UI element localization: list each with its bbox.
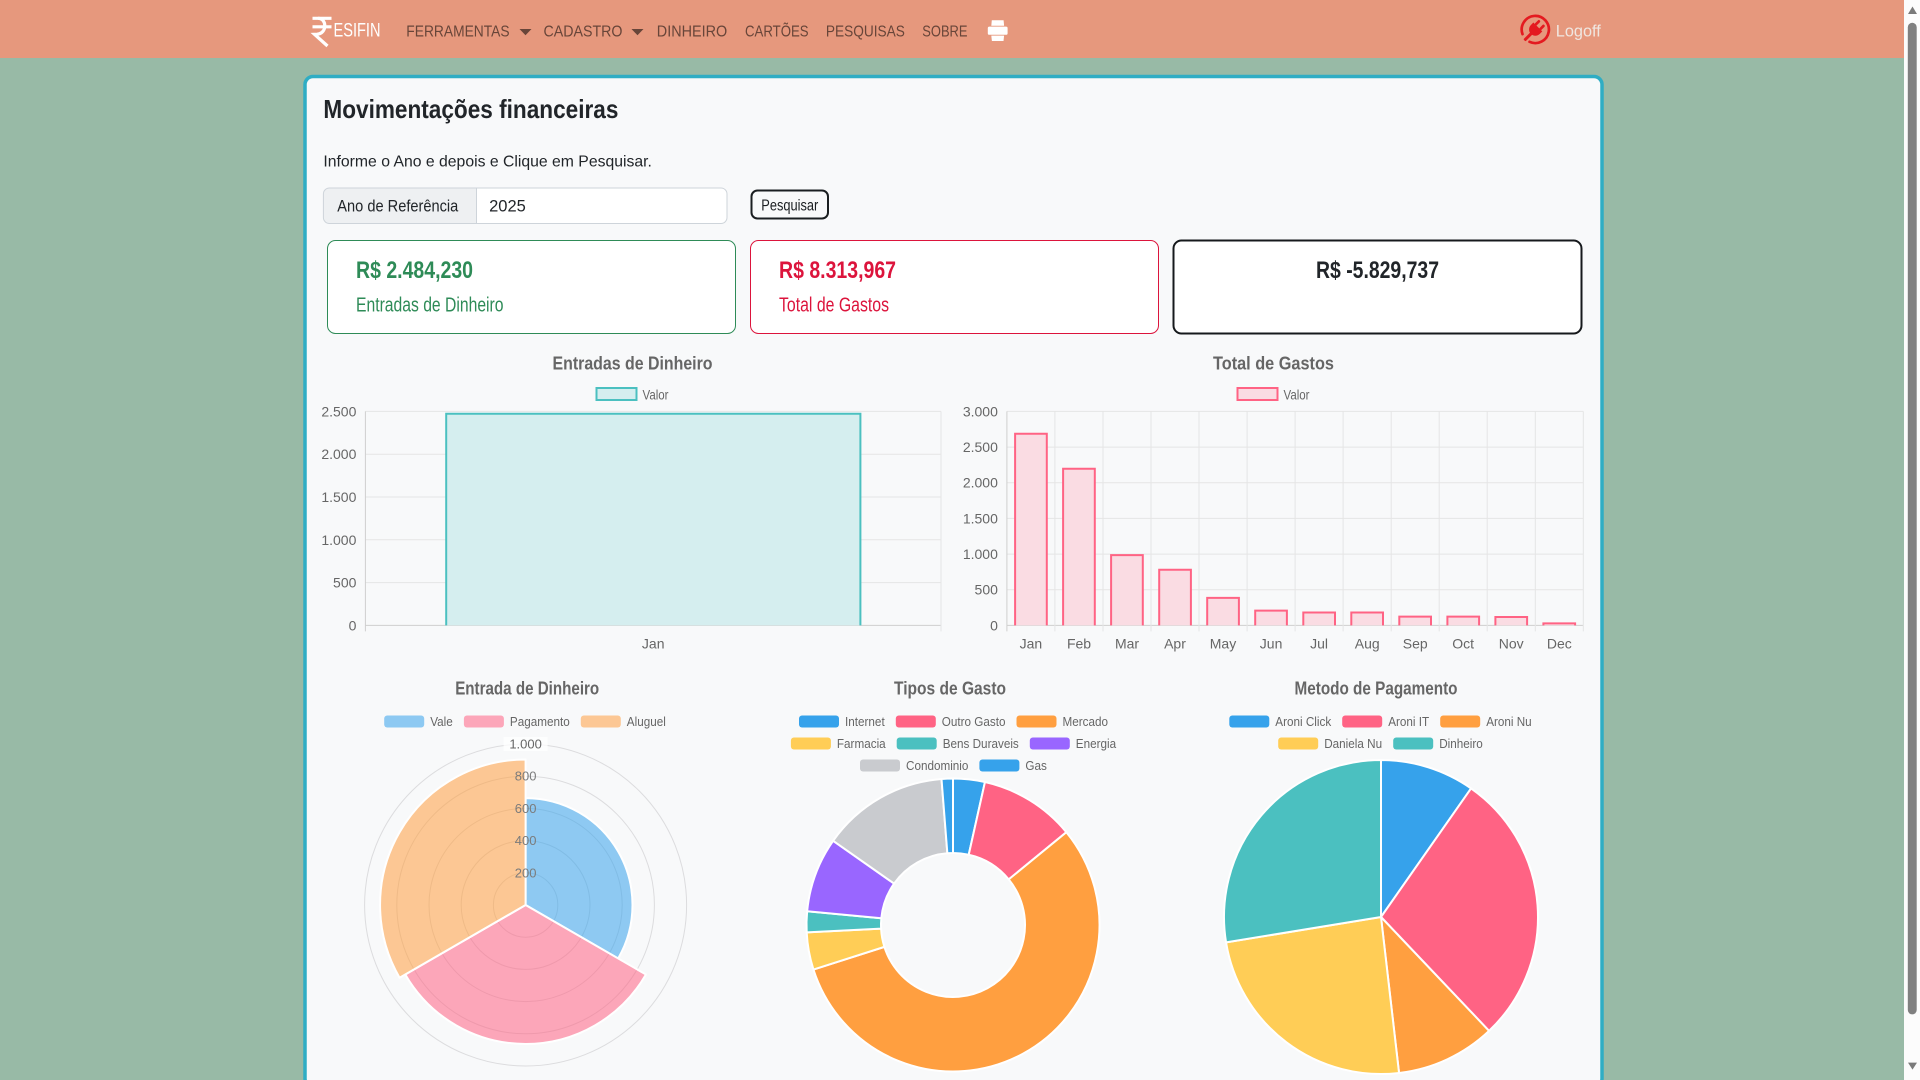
svg-text:500: 500 [333, 575, 357, 591]
svg-text:3.000: 3.000 [963, 403, 998, 419]
svg-text:Metodo de Pagamento: Metodo de Pagamento [1295, 679, 1458, 699]
svg-text:Feb: Feb [1067, 636, 1091, 652]
svg-text:2.500: 2.500 [321, 403, 356, 419]
svg-text:Jan: Jan [1020, 636, 1043, 652]
svg-text:600: 600 [515, 801, 537, 816]
svg-text:Aug: Aug [1355, 636, 1380, 652]
svg-text:Valor: Valor [643, 387, 669, 403]
svg-text:Sep: Sep [1403, 636, 1428, 652]
svg-text:May: May [1210, 636, 1236, 652]
svg-text:0: 0 [990, 617, 998, 633]
svg-text:Entrada de Dinheiro: Entrada de Dinheiro [455, 679, 599, 699]
svg-text:CARTÕES: CARTÕES [745, 21, 809, 41]
svg-text:Dec: Dec [1547, 636, 1572, 652]
svg-text:Farmacia: Farmacia [837, 736, 886, 751]
svg-text:Mercado: Mercado [1063, 714, 1109, 729]
svg-text:Jul: Jul [1310, 636, 1328, 652]
svg-text:Pagamento: Pagamento [510, 714, 570, 729]
svg-text:Informe o Ano e depois e Cliqu: Informe o Ano e depois e Clique em Pesqu… [323, 153, 652, 170]
svg-text:1.500: 1.500 [963, 510, 998, 526]
svg-text:Nov: Nov [1499, 636, 1524, 652]
svg-text:2.000: 2.000 [963, 475, 998, 491]
svg-text:500: 500 [975, 582, 999, 598]
svg-text:Total de Gastos: Total de Gastos [779, 294, 889, 317]
svg-text:Internet: Internet [845, 714, 885, 729]
svg-text:Condominio: Condominio [906, 758, 968, 773]
svg-text:2025: 2025 [489, 198, 526, 216]
svg-text:R$ 8.313,967: R$ 8.313,967 [779, 257, 896, 284]
svg-text:Total de Gastos: Total de Gastos [1213, 354, 1334, 374]
svg-text:Aroni Nu: Aroni Nu [1486, 714, 1532, 729]
svg-text:2.500: 2.500 [963, 439, 998, 455]
svg-text:Aluguel: Aluguel [627, 714, 666, 729]
svg-text:CADASTRO: CADASTRO [544, 24, 623, 41]
svg-text:Valor: Valor [1284, 387, 1310, 403]
svg-text:Aroni IT: Aroni IT [1388, 714, 1429, 729]
svg-text:1.000: 1.000 [321, 532, 356, 548]
svg-text:ESIFIN: ESIFIN [334, 21, 381, 42]
svg-text:Oct: Oct [1452, 636, 1474, 652]
svg-text:Gas: Gas [1025, 758, 1047, 773]
svg-text:Logoff: Logoff [1556, 22, 1601, 41]
svg-text:SOBRE: SOBRE [922, 24, 967, 41]
svg-text:Daniela Nu: Daniela Nu [1324, 736, 1382, 751]
svg-text:400: 400 [515, 833, 537, 848]
svg-text:Movimentações financeiras: Movimentações financeiras [323, 94, 618, 124]
svg-text:800: 800 [515, 769, 537, 784]
svg-text:Aroni Click: Aroni Click [1275, 714, 1331, 729]
svg-text:0: 0 [349, 617, 357, 633]
svg-text:Jun: Jun [1260, 636, 1283, 652]
svg-text:PESQUISAS: PESQUISAS [826, 24, 905, 41]
svg-text:2.000: 2.000 [321, 446, 356, 462]
svg-text:Tipos de Gasto: Tipos de Gasto [894, 679, 1006, 699]
svg-text:1.000: 1.000 [509, 737, 542, 752]
svg-text:1.000: 1.000 [963, 546, 998, 562]
svg-text:Dinheiro: Dinheiro [1439, 736, 1483, 751]
svg-text:Energia: Energia [1076, 736, 1117, 751]
svg-text:1.500: 1.500 [321, 489, 356, 505]
svg-text:Entradas de Dinheiro: Entradas de Dinheiro [356, 294, 504, 317]
svg-text:FERRAMENTAS: FERRAMENTAS [406, 24, 509, 41]
svg-text:R$ 2.484,230: R$ 2.484,230 [356, 257, 473, 284]
svg-text:Entradas de Dinheiro: Entradas de Dinheiro [553, 354, 713, 374]
svg-text:Apr: Apr [1164, 636, 1186, 652]
svg-text:DINHEIRO: DINHEIRO [657, 24, 727, 41]
svg-text:200: 200 [515, 865, 537, 880]
svg-text:Bens Duraveis: Bens Duraveis [943, 736, 1020, 751]
svg-text:R$ -5.829,737: R$ -5.829,737 [1316, 257, 1439, 284]
svg-text:Outro Gasto: Outro Gasto [942, 714, 1006, 729]
svg-text:Pesquisar: Pesquisar [761, 198, 818, 215]
svg-text:Mar: Mar [1115, 636, 1139, 652]
svg-text:Vale: Vale [430, 714, 453, 729]
svg-text:Ano de Referência: Ano de Referência [337, 198, 459, 216]
svg-text:Jan: Jan [642, 636, 665, 652]
